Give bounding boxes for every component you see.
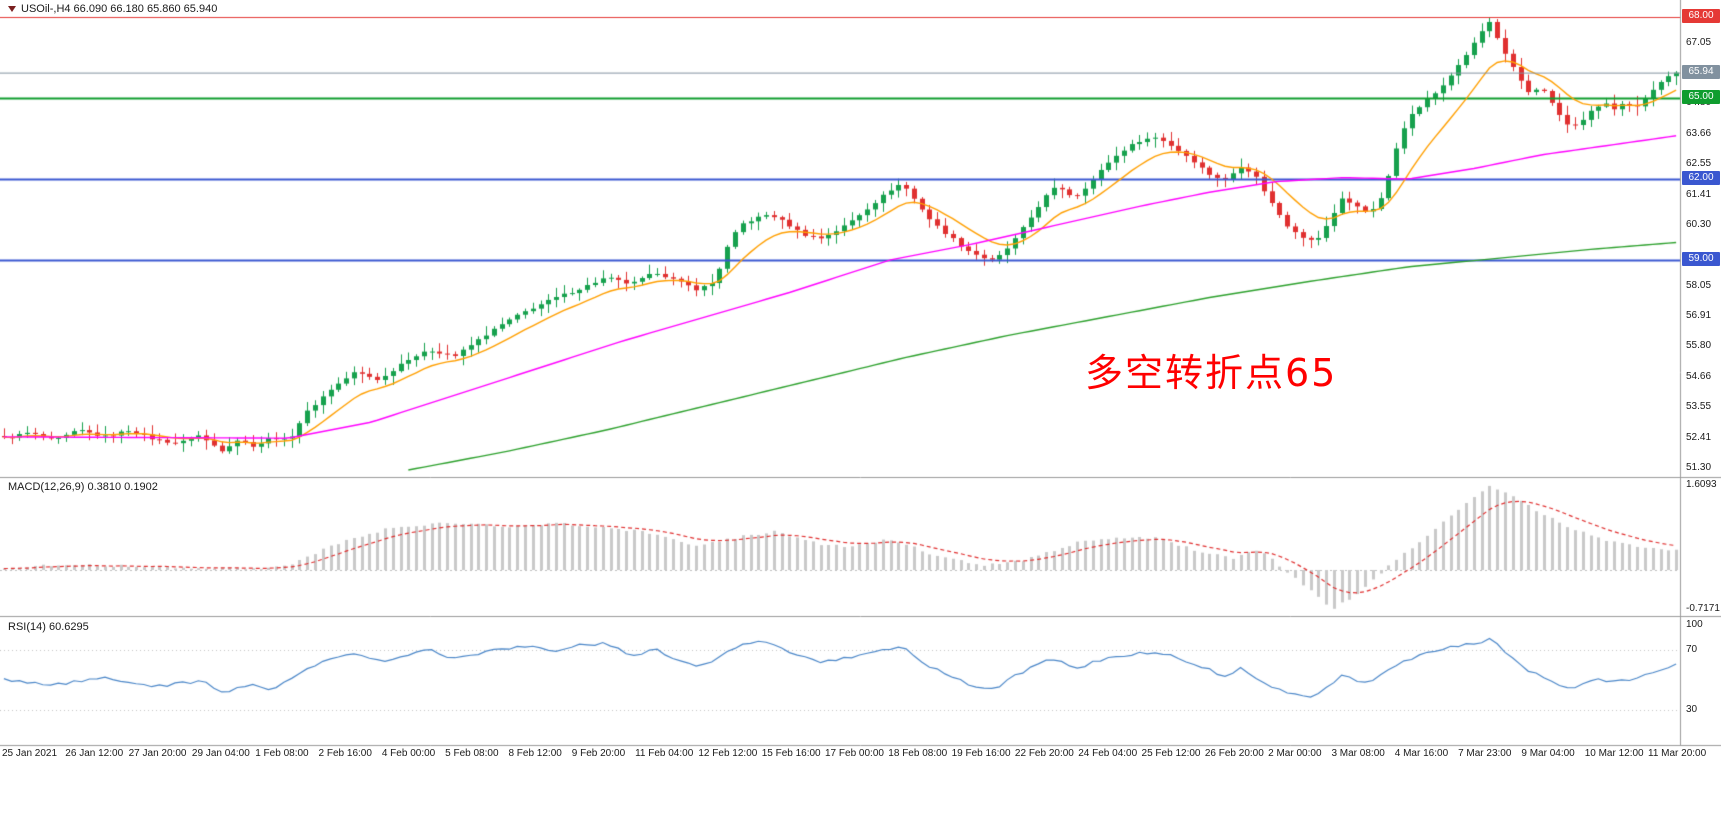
time-label: 15 Feb 16:00 [761, 748, 821, 759]
price-label: 62.55 [1686, 158, 1712, 170]
time-label: 9 Feb 20:00 [571, 748, 626, 759]
symbol-quote: USOil-,H4 66.090 66.180 65.860 65.940 [8, 3, 217, 15]
price-label: 51.30 [1686, 461, 1712, 473]
hline-price-tag: 68.00 [1682, 9, 1720, 23]
time-label: 26 Feb 20:00 [1204, 748, 1264, 759]
time-label: 19 Feb 16:00 [951, 748, 1011, 759]
rsi-level-label: 30 [1686, 704, 1698, 715]
time-label: 25 Jan 2021 [2, 748, 58, 759]
price-label: 54.66 [1686, 371, 1712, 383]
time-label: 12 Feb 12:00 [698, 748, 758, 759]
price-label: 63.66 [1686, 128, 1712, 140]
time-label: 3 Mar 08:00 [1331, 748, 1385, 759]
time-label: 9 Mar 04:00 [1521, 748, 1575, 759]
current-price-tag: 65.94 [1682, 64, 1720, 79]
price-label: 55.80 [1686, 340, 1712, 352]
time-label: 29 Jan 04:00 [191, 748, 250, 759]
price-label: 52.41 [1686, 431, 1712, 443]
time-label: 5 Feb 08:00 [445, 748, 499, 759]
rsi-level-label: 100 [1686, 619, 1703, 630]
hline-price-tag: 62.00 [1682, 171, 1720, 185]
time-label: 8 Feb 12:00 [508, 748, 562, 759]
rsi-level-label: 70 [1686, 644, 1698, 655]
time-label: 2 Mar 00:00 [1268, 748, 1322, 759]
price-label: 53.55 [1686, 401, 1712, 413]
hline-price-tag: 59.00 [1682, 252, 1720, 266]
price-label: 58.05 [1686, 279, 1712, 291]
time-label: 2 Feb 16:00 [318, 748, 372, 759]
time-label: 27 Jan 20:00 [128, 748, 187, 759]
time-label: 4 Feb 00:00 [381, 748, 436, 759]
time-label: 7 Mar 23:00 [1458, 748, 1512, 759]
time-label: 22 Feb 20:00 [1014, 748, 1074, 759]
time-label: 26 Jan 12:00 [65, 748, 124, 759]
symbol-triangle-icon [8, 6, 16, 13]
rsi-indicator-label: RSI(14) 60.6295 [8, 621, 89, 633]
time-label: 11 Feb 04:00 [635, 748, 694, 759]
price-label: 56.91 [1686, 310, 1712, 322]
macd-min-label: -0.7171 [1686, 603, 1720, 615]
time-label: 24 Feb 04:00 [1078, 748, 1138, 759]
annotation-text[interactable]: 多空转折点65 [1085, 351, 1338, 395]
time-label: 10 Mar 12:00 [1584, 748, 1644, 759]
price-label: 60.30 [1686, 218, 1712, 230]
time-label: 11 Mar 20:00 [1648, 748, 1707, 759]
price-label: 67.05 [1686, 36, 1712, 48]
time-label: 18 Feb 08:00 [888, 748, 948, 759]
time-label: 17 Feb 00:00 [825, 748, 884, 759]
time-label: 1 Feb 08:00 [255, 748, 309, 759]
macd-indicator-label: MACD(12,26,9) 0.3810 0.1902 [8, 481, 158, 493]
hline-price-tag: 65.00 [1682, 90, 1720, 104]
time-label: 25 Feb 12:00 [1141, 748, 1201, 759]
price-label: 61.41 [1686, 188, 1712, 200]
symbol-quote-text: USOil-,H4 66.090 66.180 65.860 65.940 [21, 3, 218, 15]
time-label: 4 Mar 16:00 [1394, 748, 1449, 759]
macd-max-label: 1.6093 [1686, 479, 1717, 491]
